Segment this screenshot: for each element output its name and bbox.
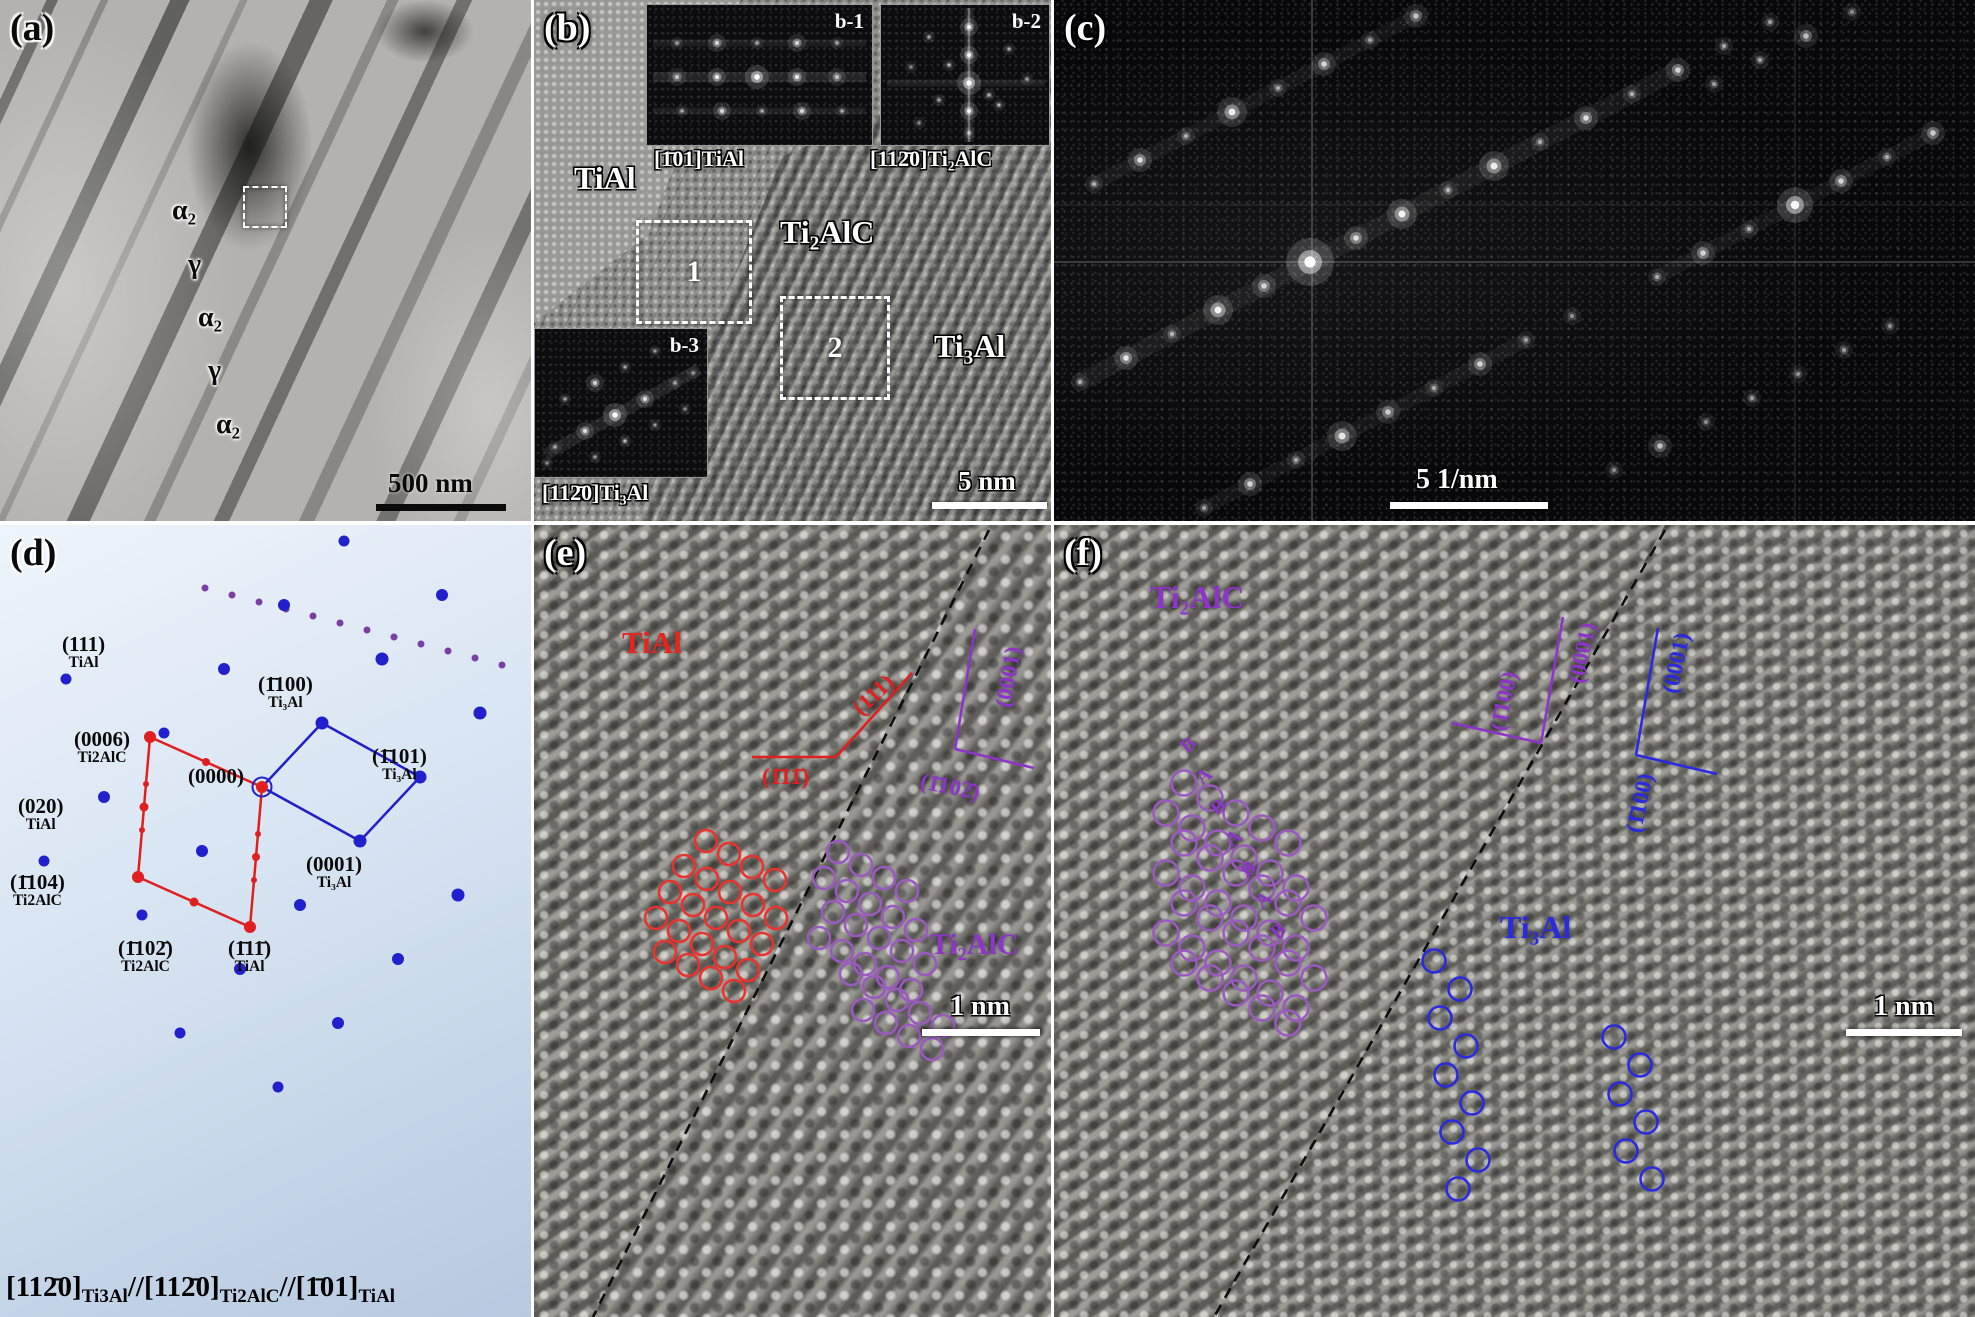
stacking-letter: A [1191,763,1217,790]
or-axis-2: [112̄0] [143,1271,220,1303]
panel-label-e: (e) [544,532,587,574]
alpha2-label: α₂ [198,302,223,333]
fft-spots-overlay [1054,0,1975,521]
panel-c-fft-pattern: (c) 5 1/nm [1054,0,1975,521]
spot-label-0006-ti2alc: (0006) Ti2AlC [74,727,130,767]
plane-label-111: (111) [847,669,899,721]
inset-tag-b3: b-3 [669,333,699,357]
stacking-letter: B [1206,794,1231,820]
stacking-letter: A [1221,825,1247,852]
spot-label-111-tial: (111) TiAl [62,632,106,672]
inset-tag-b2: b-2 [1011,9,1041,33]
stacking-letter: B [1176,732,1201,758]
spot-label-1100-ti3al: (1̄100) Ti₃Al [258,672,313,712]
spot-label-111-tial-2: (1̄11̄) TiAl [228,936,272,976]
tial-label: TiAl [622,625,682,660]
alpha2-label: α₂ [216,409,241,440]
region-label-ti3al: Ti₃Al [934,328,1006,364]
ti2alc-label: Ti₂AlC [930,928,1019,961]
stacking-letter: B [1236,856,1261,882]
panel-a-tem-overview: α₂ γ α₂ γ α₂ (a) 500 nm [0,0,531,521]
plane-label-m111: (1̄11̄) [762,764,810,789]
spot-label-020-tial: (020) TiAl [18,794,64,834]
panel-label-f: (f) [1064,532,1102,574]
stacking-letter: B [1266,918,1291,944]
spot-label-0000: (0000) [188,764,244,788]
roi-box-2: 2 [780,296,890,400]
ti2alc-lattice-region [593,525,1051,1317]
spot-label-1104-ti2alc: (1̄104) Ti2AlC [10,870,65,910]
scale-text: 1 nm [1874,991,1934,1022]
fft-inset-b3: b-3 [534,328,708,478]
panel-label-d: (d) [10,532,57,574]
or-axis-3: [1̄01] [295,1271,359,1303]
ti3al-label: Ti₃Al [1500,909,1572,945]
or-axis-1: [112̄0] [6,1271,82,1303]
or-separator-1: // [127,1271,144,1303]
spot-label-1101-ti3al: (1̄101) Ti₃Al [372,744,427,784]
scale-bar [932,502,1047,509]
roi-dashed-box [243,186,287,228]
or-separator-2: // [279,1271,296,1303]
panel-e-hrtem-tial-ti2alc: TiAl (111) (1̄11̄) (0001) (1̄102̄) Ti₂AlC (e)… [534,525,1051,1317]
roi-box-1-number: 1 [686,255,702,288]
orientation-relationship: [112̄0]Ti3Al//[112̄0]Ti2AlC//[1̄01]TiAl [6,1271,395,1308]
region-label-ti2alc: Ti₂AlC [780,214,875,250]
or-phase-3: TiAl [358,1286,396,1307]
scale-text: 5 nm [958,466,1016,496]
scale-text: 1 nm [950,991,1010,1022]
inset-tag-b1: b-1 [834,9,864,33]
scale-text: 500 nm [388,468,473,498]
region-label-tial: TiAl [574,160,636,196]
scale-bar [1846,1029,1962,1036]
plane-label-1100-ti2alc: (1̄100) [1485,668,1522,733]
gamma-label: γ [208,355,222,386]
fft-inset-b1: b-1 [646,4,873,146]
panel-f-hrtem-ti2alc-ti3al: Ti₂AlC (0001) (1̄100) (0001) (1̄100) Ti₃Al B A B… [1054,525,1975,1317]
roi-box-2-number: 2 [827,331,843,364]
scale-bar [376,504,506,511]
panel-label-c: (c) [1064,7,1107,49]
spot-label-0001-ti3al: (0001) Ti₃Al [306,852,362,892]
scale-text: 5 1/nm [1416,464,1498,495]
scale-bar [1390,502,1548,509]
panel-d-diffraction-schematic: (111) TiAl (1̄100) Ti₃Al (0006) Ti2AlC (0000) (… [0,525,531,1317]
or-phase-2: Ti2AlC [219,1286,280,1307]
gamma-label: γ [188,249,202,280]
panel-b-hrtem-interface: b-1 [1̄01]TiAl b-2 [112̄0]Ti₂AlC b-3 [11… [534,0,1051,521]
spot-label-1102-ti2alc: (1̄102̄) Ti2AlC [118,936,173,976]
stacking-letter: A [1251,887,1277,914]
panel-label-a: (a) [10,7,55,49]
zone-axis-label-b2: [112̄0]Ti₂AlC [870,146,993,171]
or-phase-1: Ti3Al [81,1286,128,1307]
fft-inset-b2: b-2 [880,4,1050,146]
roi-box-1: 1 [636,220,752,324]
scale-bar [922,1029,1040,1036]
panel-label-b: (b) [544,7,591,49]
zone-axis-label-b1: [1̄01]TiAl [654,146,745,171]
ti2alc-label: Ti₂AlC [1150,579,1245,615]
alpha2-label: α₂ [172,195,197,226]
zone-axis-label-b3: [112̄0]Ti₃Al [542,480,649,505]
